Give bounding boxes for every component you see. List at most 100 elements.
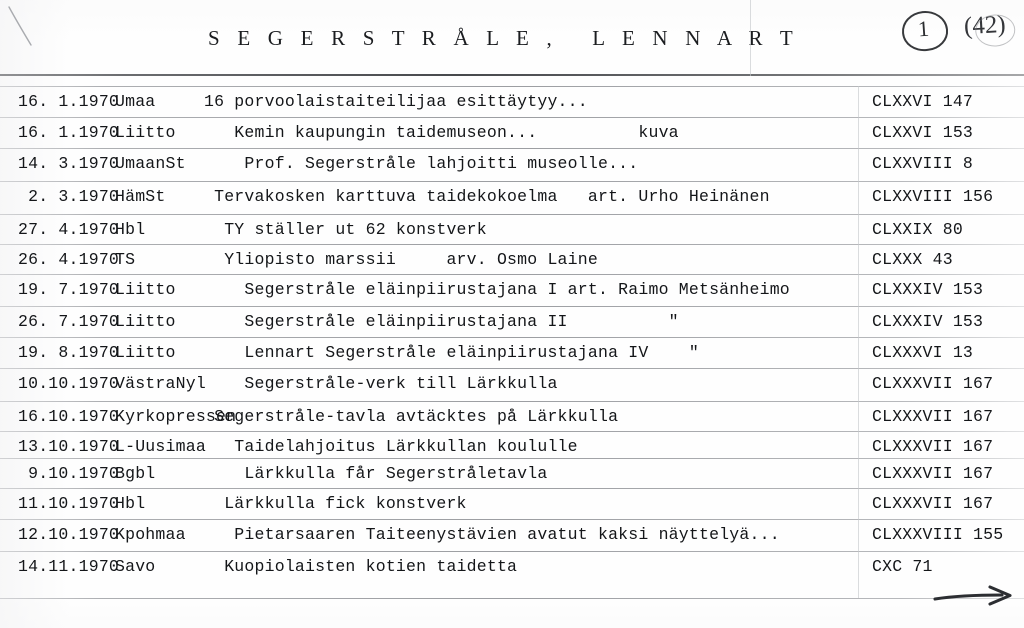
cell-source: UmaanSt xyxy=(115,154,186,173)
table-row: 2. 3.1970 HämSt Tervakosken karttuva taid… xyxy=(0,181,1024,214)
row-divider-rule xyxy=(0,551,1024,552)
cell-date: 27. 4.1970 xyxy=(18,220,120,239)
cell-source: Umaa xyxy=(115,92,156,111)
cell-title: Taidelahjoitus Lärkkullan koululle xyxy=(204,437,578,456)
table-row: 11.10.1970 Hbl Lärkkulla fick konstverk CL… xyxy=(0,488,1024,519)
table-row: 19. 7.1970 Liitto Segerstråle eläinpiirus… xyxy=(0,274,1024,306)
cell-reference: CLXXXVII 167 xyxy=(872,494,994,513)
cell-source: Hbl xyxy=(115,494,146,513)
cell-date: 16. 1.1970 xyxy=(18,92,120,111)
cell-reference: CLXXX 43 xyxy=(872,250,953,269)
cell-title: 16 porvoolaistaiteilijaa esittäytyy... xyxy=(204,92,588,111)
cell-reference: CLXXIX 80 xyxy=(872,220,963,239)
row-divider-rule xyxy=(0,214,1024,215)
cell-reference: CLXXXIV 153 xyxy=(872,312,984,331)
cell-date: 26. 7.1970 xyxy=(18,312,120,331)
cell-reference: CLXXXVI 13 xyxy=(872,343,974,362)
table-row: 19. 8.1970 Liitto Lennart Segerstråle elä… xyxy=(0,337,1024,368)
row-divider-rule xyxy=(0,274,1024,275)
row-divider-rule xyxy=(0,519,1024,520)
cell-source: L-Uusimaa xyxy=(115,437,206,456)
table-row: 14. 3.1970 UmaanSt Prof. Segerstråle lahj… xyxy=(0,148,1024,181)
cell-source: Liitto xyxy=(115,280,176,299)
cell-source: TS xyxy=(115,250,136,269)
cell-reference: CLXXXVII 167 xyxy=(872,437,994,456)
cell-source: Savo xyxy=(115,557,156,576)
cell-date: 16. 1.1970 xyxy=(18,123,120,142)
cell-reference: CXC 71 xyxy=(872,557,933,576)
table-row: 12.10.1970 Kpohmaa Pietarsaaren Taiteenys… xyxy=(0,519,1024,551)
row-divider-rule xyxy=(0,181,1024,182)
cell-reference: CLXXXVII 167 xyxy=(872,464,994,483)
cell-title: Pietarsaaren Taiteenystävien avatut kaks… xyxy=(204,525,780,544)
cell-title: Segerstråle-tavla avtäcktes på Lärkkulla xyxy=(204,407,619,426)
pencil-circle-halo xyxy=(974,13,1017,48)
circled-page-number-value: 1 xyxy=(916,15,930,42)
cell-date: 12.10.1970 xyxy=(18,525,120,544)
document-header: S E G E R S T R Å L E , L E N N A R T 1 … xyxy=(0,0,1024,76)
column-separator-reference xyxy=(858,86,859,598)
pencil-stroke-mark xyxy=(8,6,32,46)
row-divider-rule xyxy=(0,148,1024,149)
cell-source: Bgbl xyxy=(115,464,156,483)
row-divider-rule xyxy=(0,368,1024,369)
cell-reference: CLXXXIV 153 xyxy=(872,280,984,299)
cell-title: Lennart Segerstråle eläinpiirustajana IV… xyxy=(204,343,699,362)
cell-source: Hbl xyxy=(115,220,146,239)
table-row: 16.10.1970 Kyrkopressen Segerstråle-tavla… xyxy=(0,401,1024,431)
cell-source: HämSt xyxy=(115,187,166,206)
cell-title: Yliopisto marssii arv. Osmo Laine xyxy=(204,250,598,269)
sheet-number-annotation: (42) xyxy=(963,11,1017,48)
cell-title: Kuopiolaisten kotien taidetta xyxy=(204,557,518,576)
row-divider-rule xyxy=(0,488,1024,489)
row-divider-rule xyxy=(0,598,1024,599)
cell-source: Liitto xyxy=(115,312,176,331)
column-separator-upper xyxy=(750,0,751,76)
row-divider-rule xyxy=(0,244,1024,245)
table-row: 9.10.1970 Bgbl Lärkkulla får Segerstrålet… xyxy=(0,458,1024,488)
table-row: 14.11.1970 Savo Kuopiolaisten kotien taid… xyxy=(0,551,1024,583)
row-divider-rule xyxy=(0,431,1024,432)
cell-title: Prof. Segerstråle lahjoitti museolle... xyxy=(204,154,639,173)
table-row: 16. 1.1970 Umaa 16 porvoolaistaiteilijaa e… xyxy=(0,86,1024,117)
cell-date: 19. 8.1970 xyxy=(18,343,120,362)
page-title: S E G E R S T R Å L E , L E N N A R T xyxy=(208,26,799,50)
cell-source: Kyrkopressen xyxy=(115,407,237,426)
cell-reference: CLXXXVII 167 xyxy=(872,374,994,393)
cell-title: Lärkkulla får Segerstråletavla xyxy=(204,464,548,483)
cell-source: Liitto xyxy=(115,343,176,362)
cell-reference: CLXXVIII 8 xyxy=(872,154,974,173)
cell-reference: CLXXVIII 156 xyxy=(872,187,994,206)
cell-date: 11.10.1970 xyxy=(18,494,120,513)
circled-page-number: 1 xyxy=(900,10,948,50)
cell-date: 13.10.1970 xyxy=(18,437,120,456)
continuation-arrow-icon xyxy=(933,585,1012,606)
row-divider-rule xyxy=(0,117,1024,118)
table-row: 26. 4.1970 TS Yliopisto marssii arv. Osmo… xyxy=(0,244,1024,274)
cell-title: Tervakosken karttuva taidekokoelma art. … xyxy=(204,187,770,206)
cell-source: Liitto xyxy=(115,123,176,142)
cell-date: 9.10.1970 xyxy=(18,464,120,483)
row-divider-rule xyxy=(0,401,1024,402)
cell-date: 14.11.1970 xyxy=(18,557,120,576)
row-divider-rule xyxy=(0,458,1024,459)
cell-date: 19. 7.1970 xyxy=(18,280,120,299)
row-divider-rule xyxy=(0,306,1024,307)
cell-date: 26. 4.1970 xyxy=(18,250,120,269)
header-divider-rule xyxy=(0,74,1024,76)
cell-reference: CLXXVI 153 xyxy=(872,123,974,142)
cell-title: Segerstråle eläinpiirustajana II " xyxy=(204,312,679,331)
cell-title: Segerstråle eläinpiirustajana I art. Rai… xyxy=(204,280,790,299)
table-row: 10.10.1970 VästraNyl Segerstråle-verk til… xyxy=(0,368,1024,401)
cell-reference: CLXXVI 147 xyxy=(872,92,974,111)
cell-title: Segerstråle-verk till Lärkkulla xyxy=(204,374,558,393)
table-row: 26. 7.1970 Liitto Segerstråle eläinpiirus… xyxy=(0,306,1024,337)
table-row: 13.10.1970 L-Uusimaa Taidelahjoitus Lärkk… xyxy=(0,431,1024,458)
cell-title: TY ställer ut 62 konstverk xyxy=(204,220,487,239)
cell-date: 14. 3.1970 xyxy=(18,154,120,173)
row-divider-rule xyxy=(0,86,1024,87)
cell-title: Kemin kaupungin taidemuseon... kuva xyxy=(204,123,679,142)
table-row: 27. 4.1970 Hbl TY ställer ut 62 konstverk… xyxy=(0,214,1024,244)
cell-source: Kpohmaa xyxy=(115,525,186,544)
